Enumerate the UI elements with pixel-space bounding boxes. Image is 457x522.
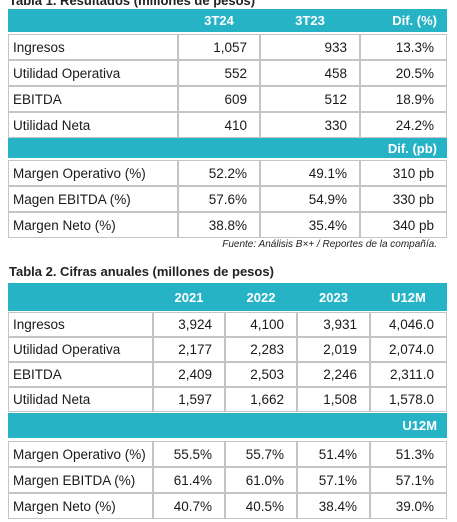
cell-value: 61.0%: [225, 467, 297, 493]
cell-value: 609: [178, 86, 260, 112]
cell-value: 2,074.0: [370, 337, 447, 362]
table-title: Tabla 2. Cifras anuales (millones de pes…: [9, 264, 274, 279]
column-header: 2023: [319, 289, 348, 305]
cell-value: 55.7%: [225, 441, 297, 467]
cell-value: 38.4%: [297, 493, 370, 519]
header-bar: [8, 283, 447, 311]
cell-value: 340 pb: [360, 212, 447, 238]
cell-value: 55.5%: [153, 441, 225, 467]
cell-value: 4,046.0: [370, 312, 447, 337]
table-title: Tabla 1. Resultados (millones de pesos): [9, 0, 256, 8]
cell-value: 310 pb: [360, 160, 447, 186]
column-header: U12M: [391, 289, 426, 305]
cell-value: 57.6%: [178, 186, 260, 212]
cell-value: 1,057: [178, 34, 260, 60]
row-label: Margen EBITDA (%): [8, 467, 153, 493]
subheader: U12M: [402, 418, 437, 433]
cell-value: 24.2%: [360, 112, 447, 138]
row-label: Utilidad Operativa: [8, 60, 178, 86]
subheader: Dif. (pb): [387, 140, 437, 156]
cell-value: 39.0%: [370, 493, 447, 519]
cell-value: 2,503: [225, 362, 297, 387]
column-header: Dif. (%): [392, 13, 437, 28]
row-label: Utilidad Neta: [8, 387, 153, 412]
cell-value: 933: [260, 34, 360, 60]
cell-value: 2,019: [297, 337, 370, 362]
cell-value: 1,578.0: [370, 387, 447, 412]
cell-value: 2,311.0: [370, 362, 447, 387]
row-label: Margen Operativo (%): [8, 160, 178, 186]
cell-value: 49.1%: [260, 160, 360, 186]
column-header: 3T24: [204, 13, 234, 28]
cell-value: 330: [260, 112, 360, 138]
cell-value: 512: [260, 86, 360, 112]
cell-value: 18.9%: [360, 86, 447, 112]
cell-value: 552: [178, 60, 260, 86]
cell-value: 3,924: [153, 312, 225, 337]
subheader-bar: [8, 413, 447, 438]
cell-value: 1,508: [297, 387, 370, 412]
cell-value: 1,597: [153, 387, 225, 412]
cell-value: 4,100: [225, 312, 297, 337]
cell-value: 57.1%: [297, 467, 370, 493]
row-label: Margen Operativo (%): [8, 441, 153, 467]
column-header: 2021: [174, 289, 204, 305]
subheader-bar: [8, 138, 447, 158]
cell-value: 20.5%: [360, 60, 447, 86]
row-label: Utilidad Neta: [8, 112, 178, 138]
cell-value: 61.4%: [153, 467, 225, 493]
cell-value: 40.7%: [153, 493, 225, 519]
header-bar: [8, 9, 447, 32]
cell-value: 57.1%: [370, 467, 447, 493]
cell-value: 2,177: [153, 337, 225, 362]
source-note: Fuente: Análisis B×+ / Reportes de la co…: [222, 239, 437, 250]
cell-value: 40.5%: [225, 493, 297, 519]
row-label: EBITDA: [8, 362, 153, 387]
cell-value: 458: [260, 60, 360, 86]
cell-value: 330 pb: [360, 186, 447, 212]
row-label: EBITDA: [8, 86, 178, 112]
column-header: 2022: [246, 289, 276, 305]
row-label: Utilidad Operativa: [8, 337, 153, 362]
cell-value: 51.3%: [370, 441, 447, 467]
cell-value: 52.2%: [178, 160, 260, 186]
cell-value: 3,931: [297, 312, 370, 337]
column-header: 3T23: [295, 13, 325, 28]
row-label: Margen Neto (%): [8, 493, 153, 519]
cell-value: 410: [178, 112, 260, 138]
cell-value: 2,409: [153, 362, 225, 387]
cell-value: 38.8%: [178, 212, 260, 238]
cell-value: 51.4%: [297, 441, 370, 467]
cell-value: 2,246: [297, 362, 370, 387]
row-label: Ingresos: [8, 34, 178, 60]
cell-value: 13.3%: [360, 34, 447, 60]
row-label: Margen Neto (%): [8, 212, 178, 238]
cell-value: 35.4%: [260, 212, 360, 238]
row-label: Magen EBITDA (%): [8, 186, 178, 212]
cell-value: 1,662: [225, 387, 297, 412]
cell-value: 54.9%: [260, 186, 360, 212]
row-label: Ingresos: [8, 312, 153, 337]
cell-value: 2,283: [225, 337, 297, 362]
